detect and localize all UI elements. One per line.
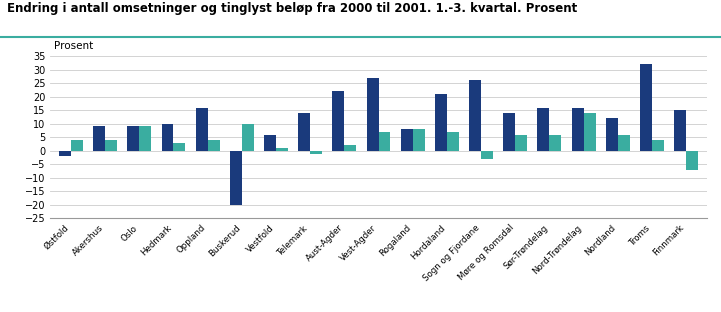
Text: Endring i antall omsetninger og tinglyst beløp fra 2000 til 2001. 1.-3. kvartal.: Endring i antall omsetninger og tinglyst… (7, 2, 578, 15)
Bar (345, 145, 356, 151)
Bar (618, 134, 629, 151)
Bar (412, 129, 425, 151)
Bar (503, 113, 516, 151)
Bar (481, 151, 493, 159)
Bar (674, 110, 686, 151)
Bar (366, 78, 379, 151)
Bar (230, 151, 242, 205)
Bar (549, 134, 562, 151)
Bar (401, 129, 412, 151)
Bar (640, 64, 652, 151)
Bar (435, 94, 447, 151)
Bar (606, 118, 618, 151)
Bar (276, 148, 288, 151)
Bar (162, 124, 174, 151)
Bar (195, 108, 208, 151)
Bar (686, 151, 698, 170)
Bar (469, 80, 481, 151)
Bar (537, 108, 549, 151)
Bar (242, 124, 254, 151)
Bar (264, 134, 276, 151)
Bar (572, 108, 583, 151)
Bar (310, 151, 322, 154)
Bar (93, 126, 105, 151)
Bar (128, 126, 139, 151)
Bar (298, 113, 310, 151)
Text: Prosent: Prosent (54, 41, 93, 51)
Bar (379, 132, 391, 151)
Bar (139, 126, 151, 151)
Bar (447, 132, 459, 151)
Bar (332, 91, 345, 151)
Bar (583, 113, 596, 151)
Bar (208, 140, 220, 151)
Bar (59, 151, 71, 156)
Bar (105, 140, 117, 151)
Bar (174, 143, 185, 151)
Bar (516, 134, 527, 151)
Bar (652, 140, 664, 151)
Bar (71, 140, 83, 151)
